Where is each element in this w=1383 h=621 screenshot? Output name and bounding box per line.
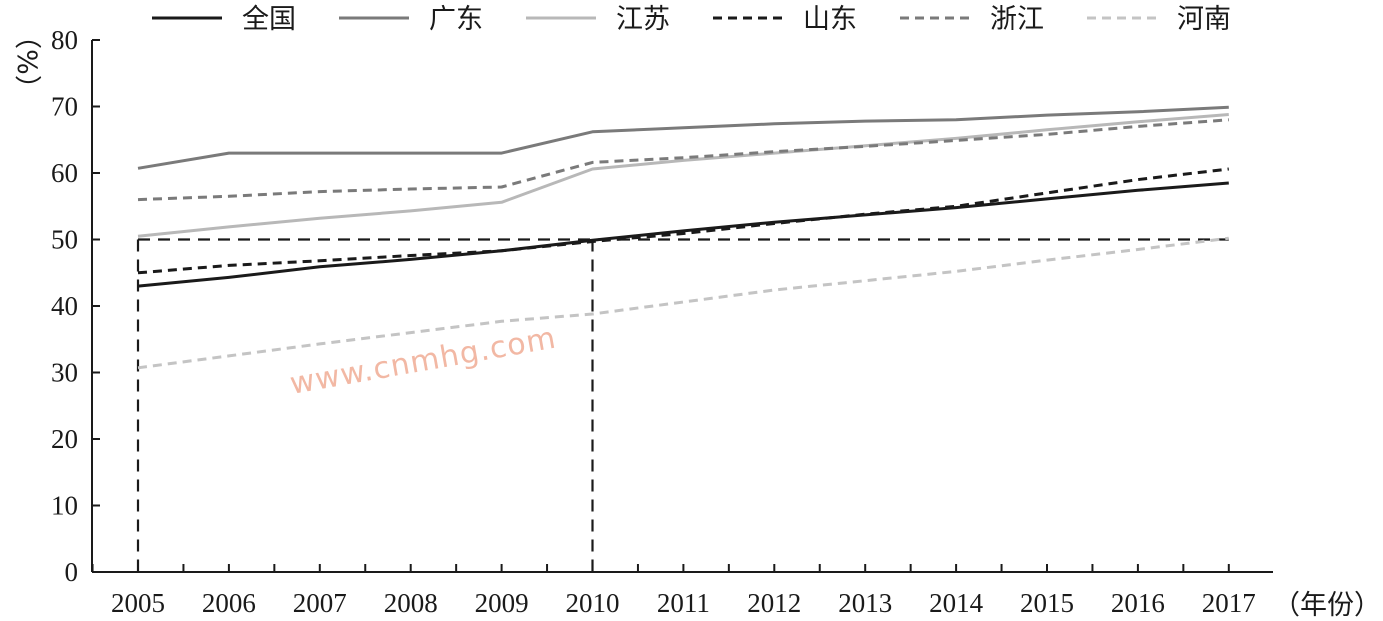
series-line-广东 — [137, 105, 1229, 170]
y-tick-label: 10 — [51, 491, 78, 521]
legend-label: 山东 — [803, 4, 857, 35]
y-tick-label: 0 — [65, 557, 79, 587]
x-tick-label: 2016 — [1111, 588, 1165, 618]
y-tick-label: 30 — [51, 358, 78, 388]
x-tick-label: 2015 — [1020, 588, 1074, 618]
axes: 0 10 20 30 40 50 60 70 80 2005 2006 2007 2008 2009 201… — [51, 25, 1273, 618]
y-axis-title: （%） — [11, 22, 42, 102]
legend-label: 广东 — [429, 4, 483, 35]
x-tick-label: 2014 — [929, 588, 984, 618]
x-tick-label: 2011 — [657, 588, 710, 618]
reference-lines — [136, 238, 1229, 572]
x-tick-label: 2017 — [1202, 588, 1256, 618]
legend-label: 全国 — [242, 4, 296, 35]
y-tick-label: 60 — [51, 158, 78, 188]
y-tick-label: 40 — [51, 291, 78, 321]
x-tick-label: 2012 — [747, 588, 801, 618]
series-line-浙江 — [137, 118, 1229, 202]
y-tick-label: 70 — [51, 92, 78, 122]
series-line-全国 — [137, 181, 1229, 288]
x-tick-label: 2007 — [293, 588, 347, 618]
series-lines — [137, 105, 1229, 370]
watermark: www.cnmhg.com — [287, 321, 559, 402]
legend-label: 江苏 — [616, 4, 670, 35]
y-tick-label: 50 — [51, 225, 78, 255]
series-line-河南 — [137, 236, 1229, 370]
x-tick-label: 2010 — [566, 588, 620, 618]
series-line-江苏 — [137, 113, 1229, 238]
y-tick-label: 20 — [51, 424, 78, 454]
x-tick-label: 2005 — [111, 588, 165, 618]
y-tick-label: 80 — [51, 25, 78, 55]
series-line-山东 — [137, 167, 1229, 275]
legend-label: 河南 — [1177, 4, 1231, 35]
x-tick-label: 2006 — [202, 588, 256, 618]
x-tick-label: 2013 — [838, 588, 892, 618]
x-axis-title: （年份） — [1273, 590, 1381, 621]
legend-label: 浙江 — [990, 4, 1044, 35]
legend: 全国 广东 江苏 山东 浙江 河南 — [152, 4, 1231, 35]
x-tick-label: 2009 — [475, 588, 529, 618]
x-tick-label: 2008 — [384, 588, 438, 618]
